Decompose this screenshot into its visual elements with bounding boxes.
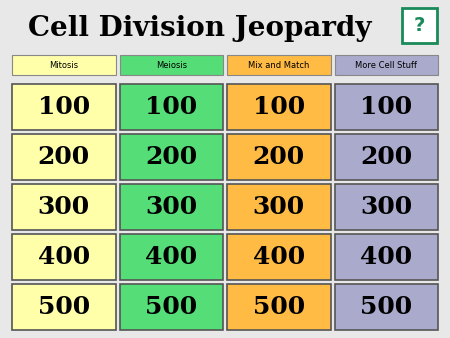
- Text: 200: 200: [38, 145, 90, 169]
- Bar: [12, 134, 116, 180]
- Bar: [402, 8, 437, 43]
- Text: 100: 100: [145, 95, 197, 119]
- Bar: [334, 184, 438, 230]
- Bar: [12, 184, 116, 230]
- Text: 200: 200: [145, 145, 197, 169]
- Bar: [12, 55, 116, 75]
- Text: 200: 200: [360, 145, 412, 169]
- Bar: [12, 284, 116, 330]
- Text: 400: 400: [253, 245, 305, 269]
- Text: Meiosis: Meiosis: [156, 61, 187, 70]
- Bar: [227, 134, 330, 180]
- Text: 100: 100: [38, 95, 90, 119]
- Bar: [227, 284, 330, 330]
- Text: 100: 100: [253, 95, 305, 119]
- Bar: [120, 134, 223, 180]
- Text: 500: 500: [145, 295, 197, 319]
- Text: 300: 300: [360, 195, 412, 219]
- Text: ?: ?: [414, 16, 425, 35]
- Bar: [334, 84, 438, 130]
- Bar: [120, 284, 223, 330]
- Bar: [227, 234, 330, 280]
- Text: Mitosis: Mitosis: [49, 61, 78, 70]
- Text: Mix and Match: Mix and Match: [248, 61, 310, 70]
- Bar: [120, 234, 223, 280]
- Text: 500: 500: [360, 295, 412, 319]
- Text: Cell Division Jeopardy: Cell Division Jeopardy: [28, 15, 372, 42]
- Text: 300: 300: [253, 195, 305, 219]
- Bar: [12, 234, 116, 280]
- Bar: [120, 184, 223, 230]
- Text: 200: 200: [253, 145, 305, 169]
- Text: 400: 400: [38, 245, 90, 269]
- Text: 500: 500: [38, 295, 90, 319]
- Text: 300: 300: [145, 195, 197, 219]
- Bar: [227, 55, 330, 75]
- Text: 400: 400: [145, 245, 197, 269]
- Bar: [12, 84, 116, 130]
- Bar: [120, 84, 223, 130]
- Bar: [334, 55, 438, 75]
- Bar: [334, 284, 438, 330]
- Text: 500: 500: [253, 295, 305, 319]
- Bar: [227, 84, 330, 130]
- Text: 400: 400: [360, 245, 412, 269]
- Text: 100: 100: [360, 95, 412, 119]
- Text: More Cell Stuff: More Cell Stuff: [355, 61, 417, 70]
- Bar: [227, 184, 330, 230]
- Text: 300: 300: [38, 195, 90, 219]
- Bar: [334, 234, 438, 280]
- Bar: [334, 134, 438, 180]
- Bar: [120, 55, 223, 75]
